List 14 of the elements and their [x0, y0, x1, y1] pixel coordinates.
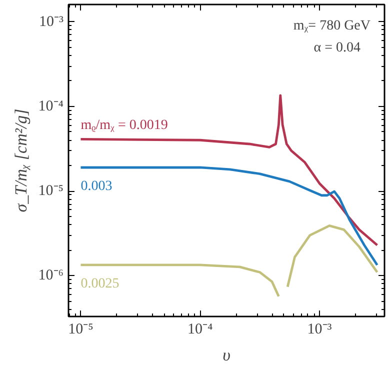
- annotation: mᵪ= 780 GeV: [293, 18, 370, 34]
- y-tick-label: 10⁻⁵: [38, 183, 64, 200]
- series-label: 0.0025: [80, 276, 120, 292]
- annotation: α = 0.04: [314, 40, 361, 56]
- y-tick-label: 10⁻⁴: [38, 98, 64, 114]
- y-tick-label: 10⁻⁶: [38, 268, 64, 284]
- series-label: 0.003: [80, 179, 112, 194]
- x-tick-label: 10⁻³: [307, 322, 332, 338]
- x-tick-label: 10⁻⁵: [68, 322, 94, 338]
- y-axis-title: σ_T/mᵪ [cm²/g]: [11, 108, 30, 212]
- x-axis-title: υ: [222, 346, 231, 364]
- x-tick-label: 10⁻⁴: [188, 322, 213, 338]
- series-label: mᵨ/mᵪ = 0.0019: [80, 118, 168, 134]
- y-tick-label: 10⁻³: [39, 14, 64, 30]
